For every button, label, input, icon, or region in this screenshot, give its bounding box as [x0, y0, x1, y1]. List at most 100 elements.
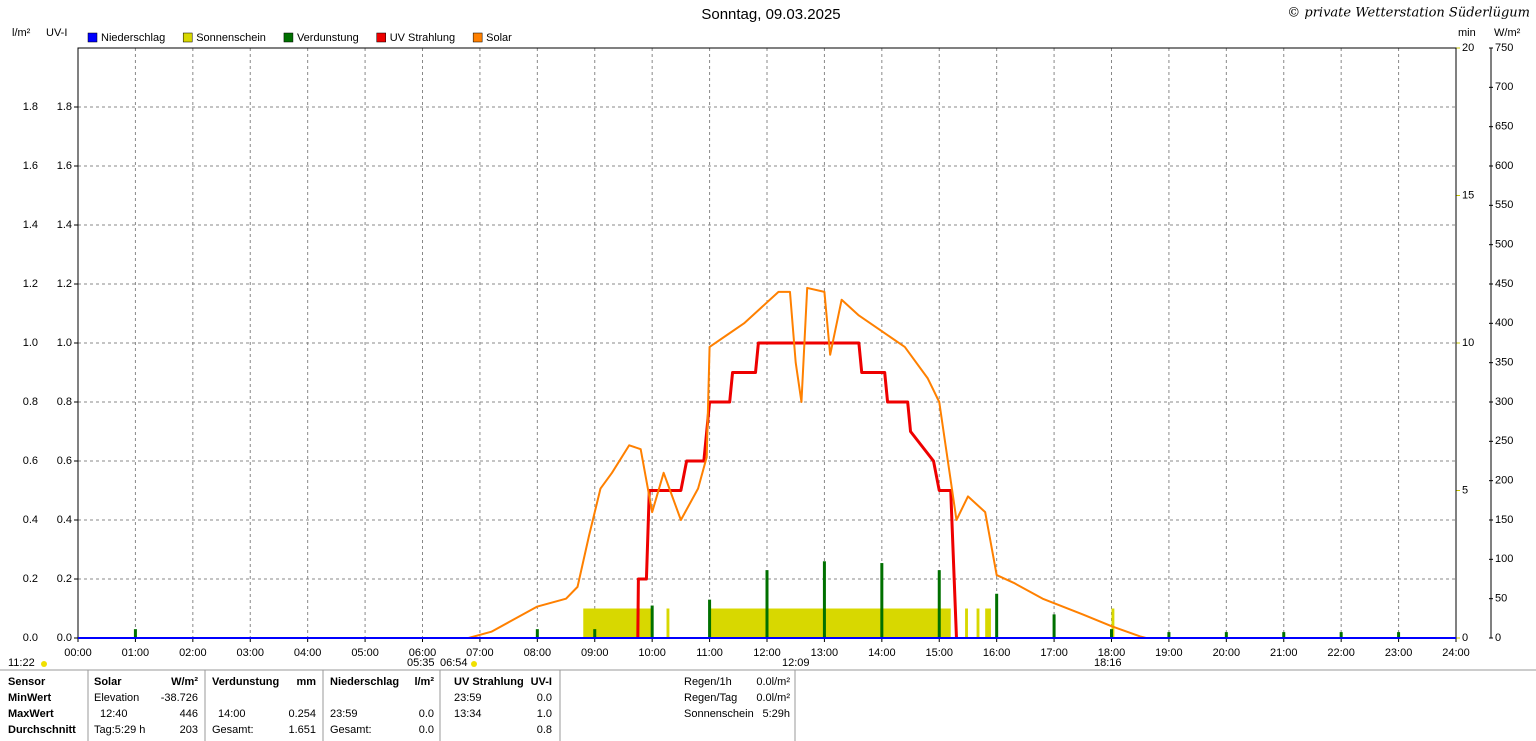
y2-axis-label: W/m² — [1494, 27, 1521, 39]
y-tick-label-uv: 0.4 — [57, 514, 72, 526]
sunshine-bar — [666, 608, 670, 638]
table-cell: 0.0 — [419, 724, 434, 736]
x-tick-label: 13:00 — [811, 647, 839, 659]
summary-label: Regen/1h — [684, 676, 732, 688]
table-cell: 203 — [180, 724, 198, 736]
credit: © private Wetterstation Süderlügum — [1287, 6, 1530, 21]
evaporation-spike — [937, 570, 941, 638]
y-tick-label: 0.0 — [23, 632, 38, 644]
x-tick-label: 09:00 — [581, 647, 609, 659]
x-tick-label: 16:00 — [983, 647, 1011, 659]
x-tick-label: 02:00 — [179, 647, 207, 659]
table-cell: 0.8 — [537, 724, 552, 736]
x-tick-label: 00:00 — [64, 647, 92, 659]
table-header: l/m² — [414, 676, 434, 688]
y-axis-label-uv: UV-I — [46, 27, 67, 39]
y-tick-label: 1.4 — [23, 219, 38, 231]
y-tick-label-uv: 1.0 — [57, 337, 72, 349]
table-header: W/m² — [171, 676, 198, 688]
y-tick-label: 1.0 — [23, 337, 38, 349]
table-cell: 23:59 — [454, 692, 482, 704]
row-label: MaxWert — [8, 708, 54, 720]
y-tick-label-uv: 1.6 — [57, 160, 72, 172]
x-tick-label: 14:00 — [868, 647, 896, 659]
evaporation-spike — [880, 563, 884, 638]
sunshine-bar — [976, 608, 980, 638]
table-cell: 0.254 — [288, 708, 316, 720]
table-header: Solar — [94, 676, 122, 688]
legend-label: Sonnenschein — [196, 32, 266, 44]
x-tick-label: 24:00 — [1442, 647, 1470, 659]
y-tick-label-uv: 0.8 — [57, 396, 72, 408]
x-tick-label: 05:00 — [351, 647, 379, 659]
y3-tick-label: 5 — [1462, 484, 1468, 496]
y2-tick-label: 250 — [1495, 435, 1513, 447]
legend-swatch — [182, 32, 193, 43]
evaporation-spike — [1110, 629, 1113, 638]
sunshine-bar — [985, 608, 991, 638]
y3-tick-label: 20 — [1462, 42, 1474, 54]
sun-icon — [471, 661, 477, 667]
y3-tick-label: 0 — [1462, 632, 1468, 644]
legend-swatch — [87, 32, 98, 43]
y-tick-label-uv: 1.8 — [57, 101, 72, 113]
x-tick-label: 12:00 — [753, 647, 781, 659]
y2-tick-label: 550 — [1495, 199, 1513, 211]
x-tick-label: 18:00 — [1098, 647, 1126, 659]
y2-tick-label: 150 — [1495, 514, 1513, 526]
table-cell: 13:34 — [454, 708, 482, 720]
y3-tick-label: 10 — [1462, 337, 1474, 349]
table-header: Verdunstung — [212, 676, 279, 688]
table-header: Niederschlag — [330, 676, 399, 688]
legend-swatch — [472, 32, 483, 43]
y2-tick-label: 350 — [1495, 357, 1513, 369]
x-tick-label: 20:00 — [1213, 647, 1241, 659]
y-tick-label: 0.2 — [23, 573, 38, 585]
x-tick-label: 04:00 — [294, 647, 322, 659]
x-tick-label: 23:00 — [1385, 647, 1413, 659]
y2-tick-label: 750 — [1495, 42, 1513, 54]
y-tick-label-uv: 0.6 — [57, 455, 72, 467]
table-header: mm — [296, 676, 316, 688]
evaporation-spike — [593, 629, 597, 638]
legend-swatch — [283, 32, 294, 43]
row-label: MinWert — [8, 692, 52, 704]
evaporation-spike — [1339, 632, 1343, 638]
y-tick-label: 0.6 — [23, 455, 38, 467]
x-tick-label: 07:00 — [466, 647, 494, 659]
y2-tick-label: 600 — [1495, 160, 1513, 172]
x-tick-label: 10:00 — [638, 647, 666, 659]
table-cell: -38.726 — [161, 692, 198, 704]
legend-label: UV Strahlung — [390, 32, 455, 44]
y-tick-label-uv: 1.2 — [57, 278, 72, 290]
table-cell: 1.0 — [537, 708, 552, 720]
annotation: 11:22 — [8, 657, 35, 669]
y2-tick-label: 450 — [1495, 278, 1513, 290]
y2-tick-label: 650 — [1495, 121, 1513, 133]
evaporation-spike — [650, 605, 654, 638]
summary-label: Sonnenschein — [684, 708, 754, 720]
table-header: UV Strahlung — [454, 676, 524, 688]
table-cell: Gesamt: — [330, 724, 372, 736]
y2-tick-label: 100 — [1495, 553, 1513, 565]
table-cell: 0.0 — [537, 692, 552, 704]
table-cell: Gesamt: — [212, 724, 254, 736]
table-cell: 0.0 — [419, 708, 434, 720]
evaporation-spike — [708, 599, 712, 638]
y-tick-label: 1.6 — [23, 160, 38, 172]
y-tick-label: 1.2 — [23, 278, 38, 290]
summary-value: 0.0l/m² — [756, 676, 790, 688]
annotation: 12:09 — [782, 657, 810, 669]
table-separators — [87, 670, 796, 741]
chart-title: Sonntag, 09.03.2025 — [701, 6, 840, 23]
y2-tick-label: 300 — [1495, 396, 1513, 408]
legend-label: Verdunstung — [297, 32, 359, 44]
x-tick-label: 19:00 — [1155, 647, 1183, 659]
legend-label: Niederschlag — [101, 32, 165, 44]
x-tick-label: 03:00 — [236, 647, 264, 659]
y-tick-label-uv: 1.4 — [57, 219, 72, 231]
x-tick-label: 08:00 — [524, 647, 552, 659]
evaporation-spike — [535, 629, 539, 638]
x-tick-label: 21:00 — [1270, 647, 1298, 659]
